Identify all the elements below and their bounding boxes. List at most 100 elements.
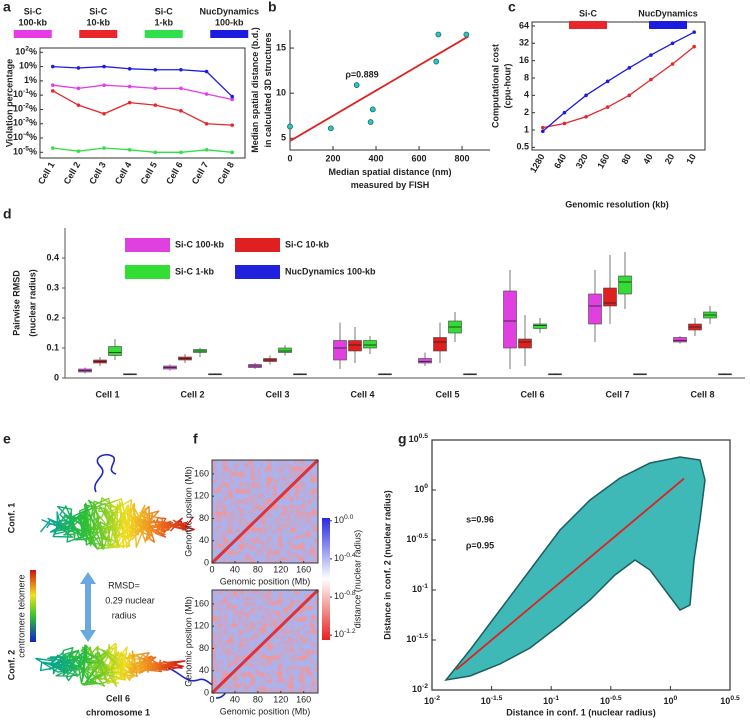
tick-label: 10-0.8 [334,590,356,602]
tick-exponent: -1 [422,583,428,590]
conf1-label-group: Conf. 1 [6,503,16,534]
tick-label: 40 [230,694,240,704]
y-axis-label: Computational cost [490,44,500,128]
rmsd-label: 0.29 nuclear [105,595,155,605]
tick-base: 10 [13,104,23,114]
tick-label: 160 [194,468,209,478]
box [418,358,432,364]
tick-label: 0 [204,557,209,567]
tick-label: 10% [19,61,37,71]
tick-label: 400 [369,153,384,163]
x-tick-label: Cell 1 [95,389,119,399]
data-point [127,100,132,105]
centromere-label-group: centromere [16,612,26,658]
x-axis-label-group: Genomic position (Mb) [220,706,311,716]
tick-label: 0.5 [516,142,529,152]
series-line [52,90,233,126]
tick-base: 10 [15,47,25,57]
x-axis-label: Distance in conf. 1 (nuclear radius) [506,707,656,717]
legend-label: NucDynamics 100-kb [285,266,376,276]
data-point [670,62,675,66]
tick-base: 10 [406,534,416,544]
x-tick-label: 160 [595,152,611,170]
x-tick-label: 320 [574,152,590,170]
tick-exponent: 0.5 [419,433,429,440]
y-axis-label: (cpu-hour) [502,64,512,109]
tick-label: 0 [204,687,209,697]
x-tick-label: Cell 4 [350,389,374,399]
box [433,337,447,352]
tick-label: 40 [199,665,209,675]
x-axis-label-group: Genomic resolution (kb) [565,199,669,209]
series-line [52,147,233,153]
tick-label: 102% [15,45,37,57]
tick-base: 10 [406,634,416,644]
caption: Cell 6 [106,693,130,703]
data-point [179,67,183,72]
data-point [127,67,132,71]
legend-swatch [210,30,249,38]
data-point [76,103,81,107]
data-point [562,110,567,115]
tick-label: 10-1.2 [334,628,356,640]
data-point [102,64,106,69]
tick-base: 10 [664,696,674,706]
data-point [204,92,209,96]
y-axis-label-group: Distance in conf. 2 (nuclear radius) [382,490,392,640]
tick-exponent: 0.0 [344,514,354,521]
annotation: s=0.96 [466,514,494,524]
plot-frame [531,21,706,151]
x-tick-label: 10 [684,152,698,166]
tick-label: 120 [273,564,288,574]
data-point [287,123,293,130]
tick-label: 160 [296,564,311,574]
box [603,287,617,307]
tick-label: 0 [54,372,59,382]
tick-label: 16 [519,55,529,65]
data-point [51,83,55,87]
panel-label: a [3,0,11,15]
fit-line [455,477,685,671]
tick-base: 10 [13,90,23,100]
tick-label: 120 [273,694,288,704]
y-axis-label: (nuclear radius) [27,269,37,337]
panel-label: b [268,0,277,15]
series-line [52,84,233,101]
tick-label: 32 [519,38,529,48]
data-point [102,146,106,150]
panel-label: d [3,206,12,222]
data-point [627,66,632,70]
y-axis-label-group: Pairwise RMSD (nuclear radius) [11,269,37,337]
x-axis-label-group: Genomic position (Mb) [220,576,311,586]
annotation: ρ=0.889 [345,69,378,79]
data-point [76,149,81,153]
plot-frame [431,439,731,691]
tick-label: 100 [664,695,678,707]
tick-exponent: -1.2 [344,628,356,635]
data-point [179,109,183,113]
y-axis-label-group: Genomic position (Mb) [183,596,193,687]
legend-label: 100-kb [18,17,47,27]
y-axis-label-group: Computational cost (cpu-hour) [490,44,512,128]
tick-label: 0 [287,153,292,163]
legend-label: Si-C 100-kb [175,239,225,249]
tick-suffix: % [29,47,37,57]
tick-label: 0 [209,564,214,574]
data-point [76,86,81,91]
data-point [692,44,696,49]
panel-label: g [398,431,407,447]
telomere-label: telomere [16,574,26,609]
data-point [627,93,632,98]
tick-label: 10-2% [13,102,37,114]
legend-label: Si-C 1-kb [175,266,215,276]
legend-swatch [235,238,280,252]
x-tick-label: Cell 5 [435,389,459,399]
x-tick-label: Cell 6 [520,389,544,399]
data-point [230,97,234,102]
tick-label: 200 [325,153,340,163]
tick-label: 1 [524,124,529,134]
tick-base: 10 [720,696,730,706]
telomere-label-group: telomere [16,574,26,609]
tick-base: 10% [19,61,37,71]
tick-exponent: -1.5 [491,695,503,702]
